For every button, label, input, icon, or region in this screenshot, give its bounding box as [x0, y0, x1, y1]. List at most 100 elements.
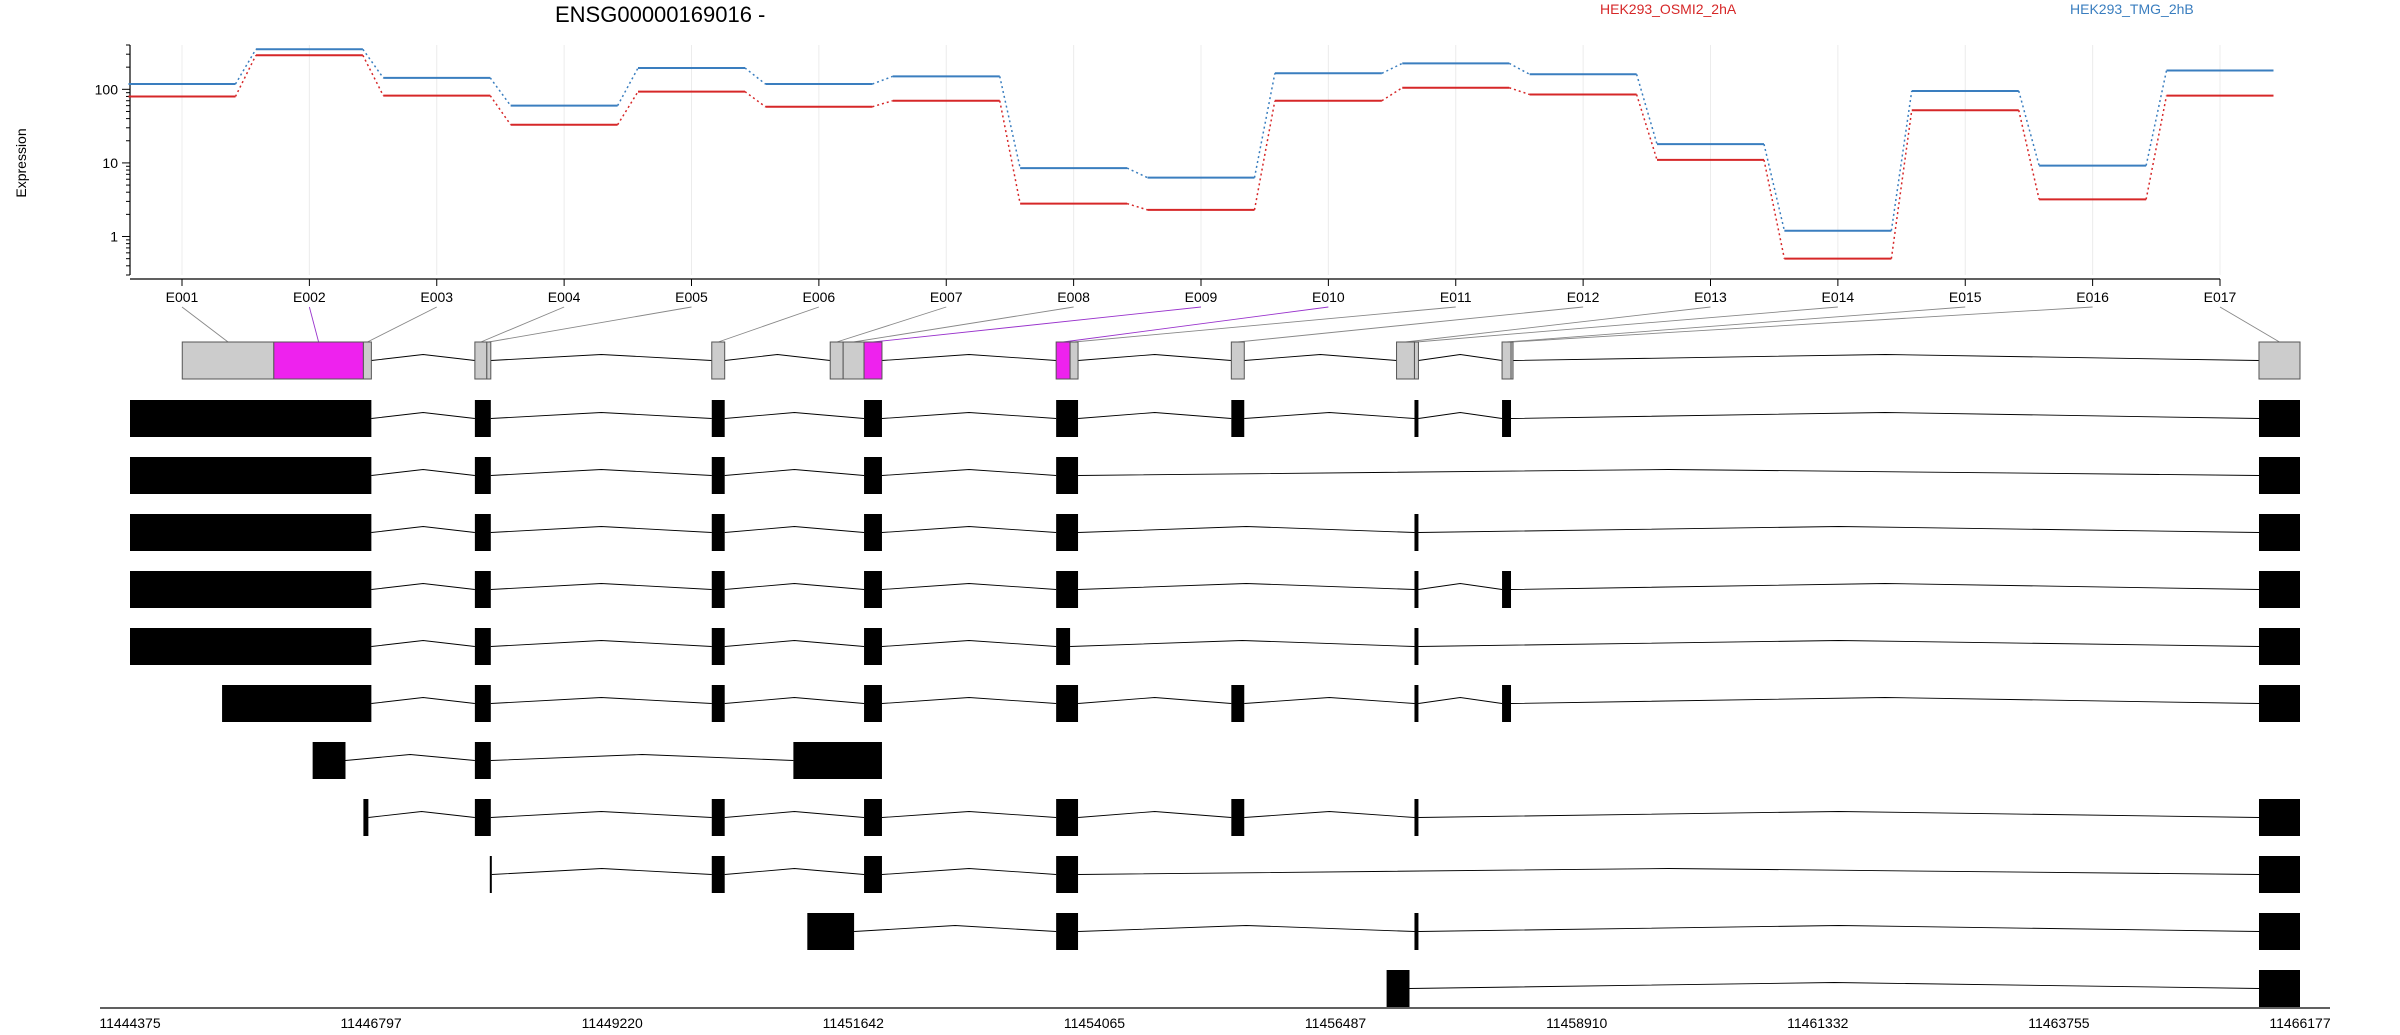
intron	[1078, 811, 1232, 818]
series-2-connector	[2145, 70, 2168, 166]
x-tick-label: E016	[2076, 289, 2109, 305]
x-tick-label: E015	[1949, 289, 1982, 305]
intron	[854, 925, 1057, 932]
transcript-exon	[864, 856, 882, 893]
transcript-exon	[1231, 799, 1245, 836]
exon-connector-line	[2219, 306, 2280, 343]
transcript-exon	[363, 799, 369, 836]
exon-bin	[1230, 341, 1245, 380]
intron	[1418, 354, 1503, 361]
transcript-exon	[2258, 799, 2300, 836]
intron	[881, 697, 1057, 704]
coordinate-label: 11458910	[1546, 1015, 1607, 1030]
intron	[490, 754, 794, 761]
series-2	[128, 48, 2274, 232]
transcript-7	[312, 742, 882, 779]
exon-connector-line	[872, 306, 1202, 343]
transcript-exon	[864, 685, 882, 722]
exon-bin	[1413, 341, 1419, 380]
x-tick-label: E004	[548, 289, 581, 305]
intron	[1418, 697, 1503, 704]
transcript-exon	[711, 856, 725, 893]
series-2-connector	[362, 48, 384, 79]
intron	[371, 526, 475, 533]
transcript-exon	[1386, 970, 1410, 1007]
intron	[368, 811, 475, 818]
intron	[371, 354, 475, 361]
transcript-exon	[130, 628, 372, 665]
transcript-exon	[130, 571, 372, 608]
x-tick-label: E008	[1057, 289, 1090, 305]
exon-connector-line	[1416, 306, 1838, 343]
transcript-exon	[711, 400, 725, 437]
series-2-connector	[872, 75, 894, 85]
intron	[1511, 697, 2259, 704]
intron	[345, 754, 475, 761]
transcript-exon	[864, 457, 882, 494]
transcript-exon	[474, 628, 491, 665]
intron	[1078, 697, 1232, 704]
series-2-connector	[1253, 73, 1276, 178]
transcript-exon	[474, 571, 491, 608]
intron	[1418, 526, 2259, 533]
transcript-exon	[2258, 571, 2300, 608]
transcript-exon	[474, 400, 491, 437]
exon-bin	[486, 341, 492, 380]
series-1-connector	[2145, 95, 2168, 200]
transcript-exon	[793, 742, 882, 779]
transcript-exon	[711, 685, 725, 722]
transcript-exon	[1414, 685, 1419, 722]
transcript-10	[807, 913, 2300, 950]
series-1-connector	[1763, 159, 1786, 259]
transcript-exon	[2258, 856, 2300, 893]
x-tick-label: E017	[2204, 289, 2237, 305]
transcript-exon	[489, 856, 492, 893]
series-2-connector	[234, 48, 257, 85]
transcript-exon	[1502, 571, 1512, 608]
exon-bin	[1510, 341, 1514, 380]
x-tick-label: E009	[1185, 289, 1218, 305]
intron	[371, 640, 475, 647]
coordinate-label: 11466177	[2269, 1015, 2330, 1030]
transcript-exon	[711, 799, 725, 836]
transcript-exon	[1056, 457, 1079, 494]
transcript-2	[130, 457, 2300, 494]
x-tick-label: E011	[1440, 289, 1472, 305]
exon-bin	[474, 341, 488, 380]
intron	[724, 583, 865, 590]
intron	[1070, 640, 1415, 647]
intron	[724, 640, 865, 647]
transcript-exon	[1056, 856, 1079, 893]
intron	[1418, 811, 2259, 818]
transcript-exon	[864, 628, 882, 665]
exon-bin	[362, 341, 372, 380]
exon-bin-row	[181, 341, 2301, 380]
exon-connector-line	[718, 306, 820, 343]
intron	[1511, 412, 2259, 419]
intron	[371, 412, 475, 419]
transcript-exon	[130, 514, 372, 551]
coordinate-label: 11463755	[2028, 1015, 2089, 1030]
transcript-exon	[1231, 400, 1245, 437]
intron	[1244, 697, 1415, 704]
transcript-exon	[1056, 571, 1079, 608]
intron	[724, 697, 865, 704]
transcript-exon	[1056, 400, 1079, 437]
transcript-exon	[474, 685, 491, 722]
transcript-exon	[474, 742, 491, 779]
transcript-exon	[2258, 457, 2300, 494]
intron	[1418, 583, 1503, 590]
legend-entry-series-1: HEK293_OSMI2_2hA	[1600, 1, 1737, 17]
transcript-exon	[1502, 400, 1512, 437]
intron	[881, 640, 1057, 647]
intron	[881, 469, 1057, 476]
transcript-11	[1386, 970, 2300, 1007]
transcript-exon	[711, 571, 725, 608]
intron	[490, 469, 712, 476]
series-1-connector	[234, 54, 257, 97]
transcript-exon	[1414, 913, 1419, 950]
series-2-connector	[1890, 90, 1913, 231]
intron	[1078, 868, 2259, 875]
exon-connector-line	[1074, 306, 1456, 343]
intron	[1078, 354, 1232, 361]
